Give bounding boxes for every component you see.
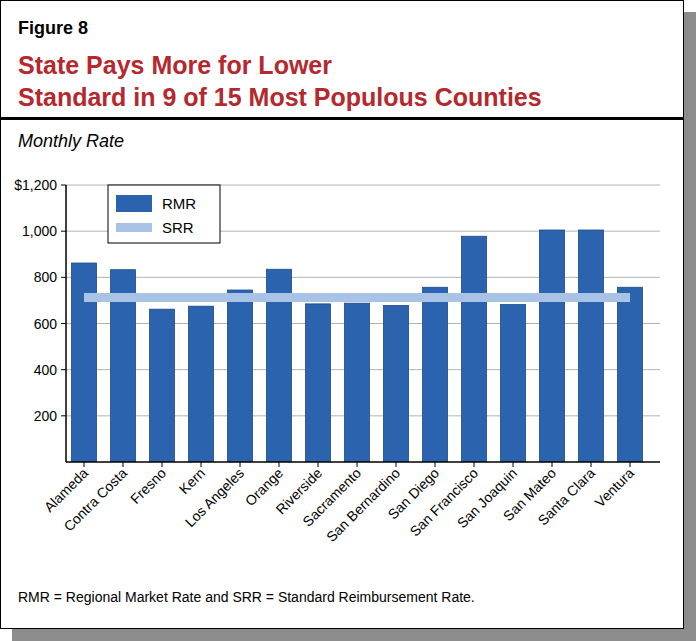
bar xyxy=(228,290,253,462)
chart-root: Figure 8 State Pays More for Lower Standar… xyxy=(0,0,696,641)
bar xyxy=(501,305,526,462)
title: State Pays More for Lower xyxy=(18,51,332,79)
x-tick-label: Ventura xyxy=(592,465,638,511)
x-tick xyxy=(279,462,280,467)
legend-box xyxy=(108,185,220,243)
legend: RMR SRR xyxy=(108,185,220,243)
x-tick-label: Santa Clara xyxy=(535,465,599,529)
bar xyxy=(618,287,643,462)
figure-label: Figure 8 xyxy=(18,18,88,38)
x-tick xyxy=(201,462,202,467)
x-tick xyxy=(630,462,631,467)
y-tick-label: 1,000 xyxy=(22,223,57,239)
x-tick-label: Los Angeles xyxy=(182,465,247,530)
legend-label: SRR xyxy=(162,219,194,236)
y-tick-label: 200 xyxy=(34,408,58,424)
y-axis xyxy=(65,185,67,462)
x-tick xyxy=(435,462,436,467)
x-tick xyxy=(123,462,124,467)
x-tick xyxy=(84,462,85,467)
bar xyxy=(189,306,214,462)
legend-swatch xyxy=(116,223,152,232)
line xyxy=(84,293,630,302)
title: Standard in 9 of 15 Most Populous Counti… xyxy=(18,83,542,111)
x-tick-label: San Francisco xyxy=(407,465,482,540)
y-tick-label: 400 xyxy=(34,362,58,378)
bar xyxy=(540,230,565,462)
bar xyxy=(423,287,448,462)
x-tick-label: Fresno xyxy=(127,465,169,507)
bar xyxy=(72,263,97,462)
y-tick-label: 800 xyxy=(34,269,58,285)
bar xyxy=(306,304,331,462)
x-tick xyxy=(396,462,397,467)
legend-swatch xyxy=(116,195,152,212)
x-tick-label: Kern xyxy=(176,465,208,497)
x-tick xyxy=(513,462,514,467)
grid-line xyxy=(66,277,660,278)
y-tick-label: $1,200 xyxy=(14,177,57,193)
bar xyxy=(462,236,487,462)
card xyxy=(1,1,684,629)
x-tick xyxy=(318,462,319,467)
x-tick xyxy=(474,462,475,467)
y-tick-label: 600 xyxy=(34,316,58,332)
bar xyxy=(150,309,175,462)
bar xyxy=(384,305,409,462)
footnote: RMR = Regional Market Rate and SRR = Sta… xyxy=(18,589,475,605)
x-tick xyxy=(552,462,553,467)
x-tick xyxy=(591,462,592,467)
bar xyxy=(579,230,604,462)
plot-marks xyxy=(72,230,643,462)
y-axis-label: Monthly Rate xyxy=(18,131,124,151)
x-tick xyxy=(357,462,358,467)
x-tick-label: Contra Costa xyxy=(60,465,130,535)
x-axis xyxy=(66,461,660,463)
x-tick xyxy=(162,462,163,467)
header-rule xyxy=(0,117,684,120)
legend-label: RMR xyxy=(162,195,196,212)
x-tick xyxy=(240,462,241,467)
bar xyxy=(345,303,370,462)
